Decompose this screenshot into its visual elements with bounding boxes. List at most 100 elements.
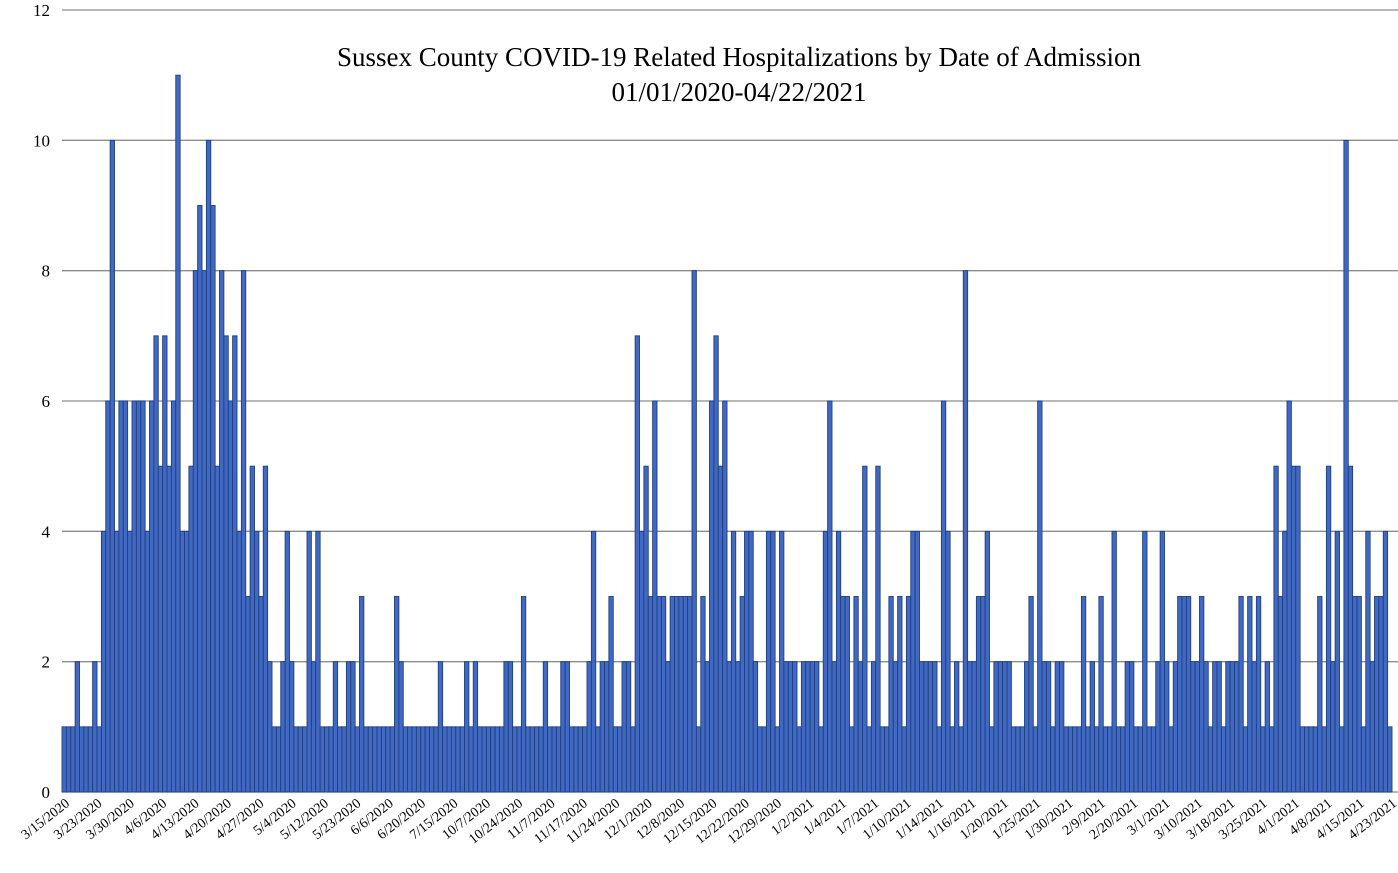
bar: [687, 596, 693, 793]
bar: [621, 661, 627, 793]
bar: [267, 661, 273, 793]
bar: [96, 726, 102, 793]
bar: [656, 596, 662, 793]
bar: [822, 530, 829, 793]
bar: [79, 726, 85, 793]
bar: [599, 661, 605, 793]
bar: [744, 530, 750, 793]
bar: [831, 661, 837, 793]
bar: [774, 726, 780, 793]
bar: [560, 661, 566, 793]
bar: [490, 726, 496, 793]
bar: [1059, 661, 1065, 793]
bar: [1312, 726, 1319, 793]
bar: [324, 726, 330, 793]
bar: [1220, 726, 1227, 793]
bar: [989, 726, 995, 793]
bar: [1019, 726, 1025, 793]
bar: [1299, 726, 1305, 793]
bar: [389, 726, 395, 793]
bar: [1002, 661, 1008, 793]
bar: [293, 726, 299, 793]
bar: [660, 596, 667, 793]
bar: [809, 661, 815, 793]
bar: [547, 726, 553, 793]
bar: [612, 726, 619, 793]
bar: [1378, 596, 1384, 793]
bar: [1229, 661, 1235, 793]
bar: [1242, 726, 1249, 793]
bar: [1181, 596, 1187, 793]
bar: [551, 726, 557, 793]
bar: [1063, 726, 1069, 793]
bar: [1111, 530, 1117, 793]
bar: [1080, 596, 1087, 793]
bar: [1330, 661, 1336, 793]
bar: [249, 465, 255, 793]
bar: [380, 726, 387, 793]
bar: [1352, 596, 1358, 793]
bar: [1317, 596, 1323, 793]
bar: [170, 400, 177, 793]
bar: [700, 596, 706, 793]
bar: [232, 335, 238, 793]
bar: [590, 530, 597, 793]
bar: [1194, 661, 1200, 793]
bar: [647, 596, 654, 793]
bar: [962, 270, 969, 793]
bar: [958, 726, 964, 793]
bar: [691, 270, 697, 793]
y-tick-label: 2: [42, 653, 51, 672]
bar: [1107, 726, 1113, 793]
bar: [608, 596, 614, 793]
bar: [446, 726, 452, 793]
bar: [818, 726, 824, 793]
bar: [240, 270, 247, 793]
bar: [1321, 726, 1327, 793]
bar: [779, 530, 785, 793]
bar: [332, 661, 339, 793]
bar: [1041, 661, 1047, 793]
bar: [1247, 596, 1253, 793]
bar: [520, 596, 527, 793]
bar: [1168, 726, 1174, 793]
bar: [354, 726, 360, 793]
bar: [954, 661, 960, 793]
bar: [604, 661, 610, 793]
y-axis-ticks: 0 2 4 6 8 10 12: [33, 1, 51, 802]
bar: [704, 661, 710, 793]
bar: [849, 726, 855, 793]
bar: [1308, 726, 1314, 793]
bar: [433, 726, 439, 793]
bar: [1028, 596, 1034, 793]
bar: [940, 400, 947, 793]
bar: [1124, 661, 1130, 793]
bar: [997, 661, 1004, 793]
bar: [415, 726, 422, 793]
bar: [857, 661, 864, 793]
bar: [499, 726, 505, 793]
bar: [481, 726, 487, 793]
bar: [1347, 465, 1354, 793]
bar: [752, 661, 759, 793]
bar: [993, 661, 999, 793]
bar: [573, 726, 579, 793]
bar: [770, 530, 776, 793]
bar: [1085, 726, 1091, 793]
bar: [372, 726, 378, 793]
bar: [127, 530, 133, 793]
bar: [149, 400, 155, 793]
bar: [424, 726, 430, 793]
bar: [901, 726, 907, 793]
bar: [385, 726, 391, 793]
bar: [302, 726, 308, 793]
y-tick-label: 12: [33, 1, 50, 20]
bar: [1212, 661, 1218, 793]
bar: [516, 726, 522, 793]
bar: [1120, 726, 1126, 793]
bar: [814, 661, 820, 793]
bar: [512, 726, 518, 793]
bar: [122, 400, 129, 793]
bar: [936, 726, 942, 793]
